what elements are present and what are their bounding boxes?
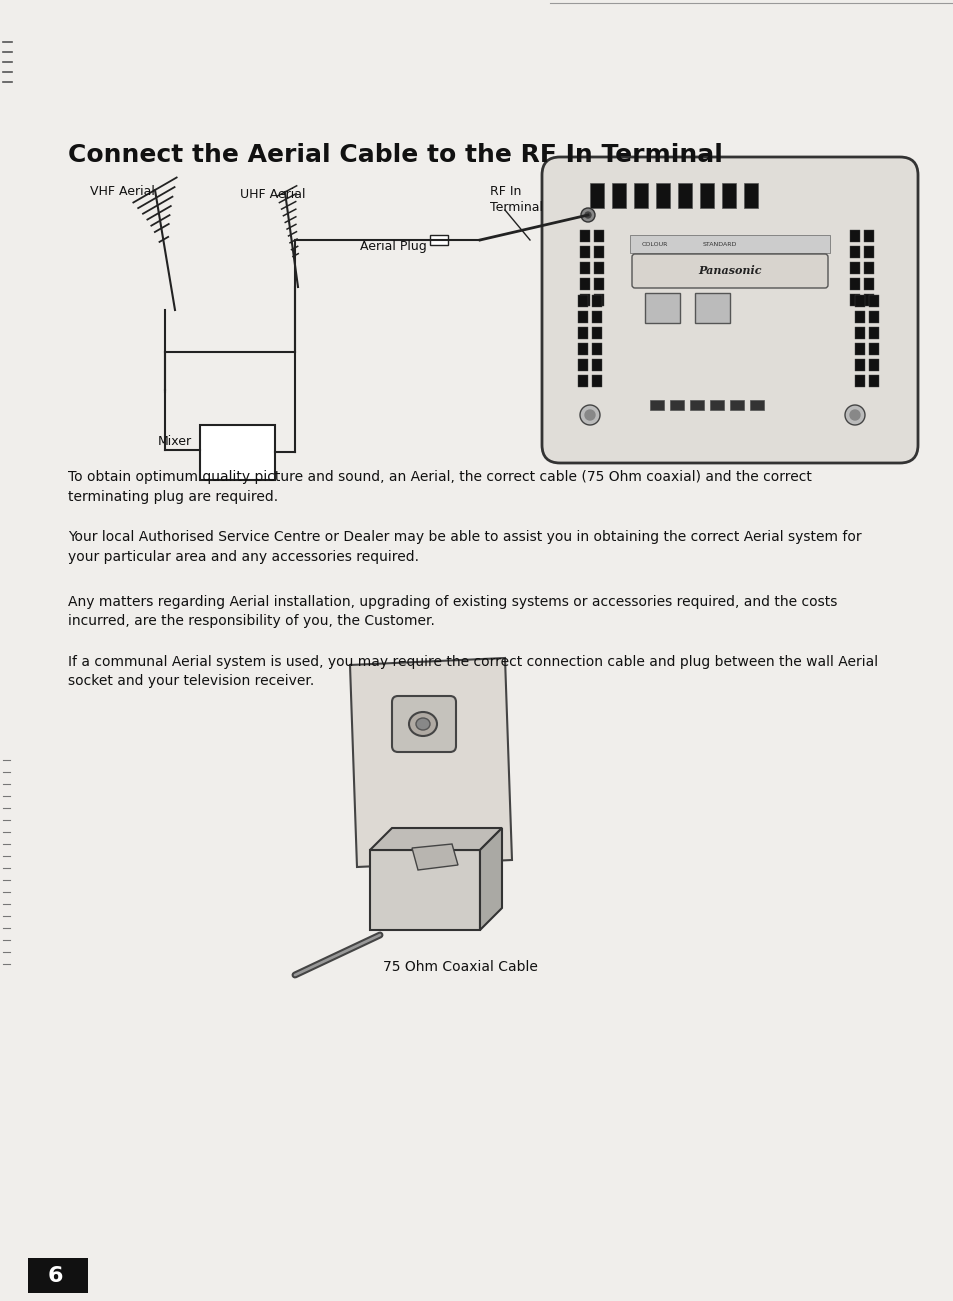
Bar xyxy=(743,183,758,208)
Polygon shape xyxy=(412,844,457,870)
Bar xyxy=(644,293,679,323)
Polygon shape xyxy=(479,827,501,930)
Bar xyxy=(578,311,587,323)
Bar xyxy=(430,235,448,245)
Bar xyxy=(370,850,479,930)
Circle shape xyxy=(849,410,859,420)
Bar xyxy=(594,294,603,306)
Bar xyxy=(656,183,669,208)
Bar xyxy=(578,359,587,371)
Bar xyxy=(854,295,864,307)
Bar xyxy=(634,183,647,208)
Bar xyxy=(612,183,625,208)
Bar xyxy=(592,327,601,340)
Bar xyxy=(678,183,691,208)
Bar xyxy=(579,294,589,306)
Bar xyxy=(594,262,603,275)
Bar xyxy=(868,311,878,323)
Text: To obtain optimum quality picture and sound, an Aerial, the correct cable (75 Oh: To obtain optimum quality picture and so… xyxy=(68,470,811,503)
Text: Aerial Plug: Aerial Plug xyxy=(359,239,426,252)
Bar xyxy=(579,262,589,275)
Bar xyxy=(863,246,873,258)
Bar xyxy=(578,295,587,307)
Text: STANDARD: STANDARD xyxy=(702,242,737,246)
Polygon shape xyxy=(350,658,512,866)
Bar xyxy=(592,343,601,355)
Circle shape xyxy=(584,410,595,420)
Bar xyxy=(854,375,864,386)
Bar xyxy=(578,343,587,355)
Circle shape xyxy=(580,208,595,222)
Bar xyxy=(868,327,878,340)
Text: If a communal Aerial system is used, you may require the correct connection cabl: If a communal Aerial system is used, you… xyxy=(68,654,877,688)
Text: Mixer: Mixer xyxy=(158,435,192,448)
FancyBboxPatch shape xyxy=(541,157,917,463)
Text: COLOUR: COLOUR xyxy=(641,242,667,246)
Bar xyxy=(721,183,735,208)
Bar xyxy=(849,230,859,242)
Bar xyxy=(649,399,663,410)
Bar xyxy=(592,359,601,371)
Circle shape xyxy=(844,405,864,425)
Bar xyxy=(578,327,587,340)
Bar xyxy=(849,294,859,306)
Bar xyxy=(854,359,864,371)
Bar xyxy=(854,343,864,355)
Circle shape xyxy=(584,212,590,219)
Ellipse shape xyxy=(409,712,436,736)
Bar xyxy=(689,399,703,410)
Text: Your local Authorised Service Centre or Dealer may be able to assist you in obta: Your local Authorised Service Centre or … xyxy=(68,530,861,563)
Bar xyxy=(868,359,878,371)
Bar xyxy=(749,399,763,410)
Bar xyxy=(695,293,729,323)
Bar xyxy=(592,295,601,307)
Text: RF In
Terminal: RF In Terminal xyxy=(490,185,542,213)
Bar xyxy=(592,375,601,386)
Bar xyxy=(729,399,743,410)
Bar xyxy=(868,375,878,386)
Bar xyxy=(863,294,873,306)
Bar xyxy=(594,246,603,258)
Bar xyxy=(594,230,603,242)
Bar xyxy=(594,278,603,290)
Text: 6: 6 xyxy=(48,1266,63,1285)
Bar xyxy=(868,295,878,307)
Bar xyxy=(709,399,723,410)
Bar xyxy=(849,278,859,290)
Text: 75 Ohm Coaxial Cable: 75 Ohm Coaxial Cable xyxy=(382,960,537,974)
Bar xyxy=(28,1258,88,1293)
Bar xyxy=(629,235,829,252)
Bar xyxy=(579,246,589,258)
Text: Connect the Aerial Cable to the RF In Terminal: Connect the Aerial Cable to the RF In Te… xyxy=(68,143,722,167)
Circle shape xyxy=(579,405,599,425)
Bar xyxy=(868,343,878,355)
Bar xyxy=(863,230,873,242)
Bar xyxy=(579,278,589,290)
Bar xyxy=(579,230,589,242)
Bar xyxy=(669,399,683,410)
Polygon shape xyxy=(370,827,501,850)
Text: Panasonic: Panasonic xyxy=(698,265,760,277)
Bar xyxy=(849,246,859,258)
Bar xyxy=(592,311,601,323)
Bar xyxy=(863,262,873,275)
Text: UHF Aerial: UHF Aerial xyxy=(240,189,305,200)
FancyBboxPatch shape xyxy=(392,696,456,752)
FancyBboxPatch shape xyxy=(631,254,827,288)
Bar xyxy=(854,327,864,340)
Bar xyxy=(200,425,274,480)
Ellipse shape xyxy=(416,718,430,730)
Bar xyxy=(854,311,864,323)
Text: VHF Aerial: VHF Aerial xyxy=(90,185,154,198)
Bar xyxy=(589,183,603,208)
Bar xyxy=(578,375,587,386)
Text: Any matters regarding Aerial installation, upgrading of existing systems or acce: Any matters regarding Aerial installatio… xyxy=(68,595,837,628)
Bar xyxy=(849,262,859,275)
Bar xyxy=(700,183,713,208)
Bar xyxy=(863,278,873,290)
